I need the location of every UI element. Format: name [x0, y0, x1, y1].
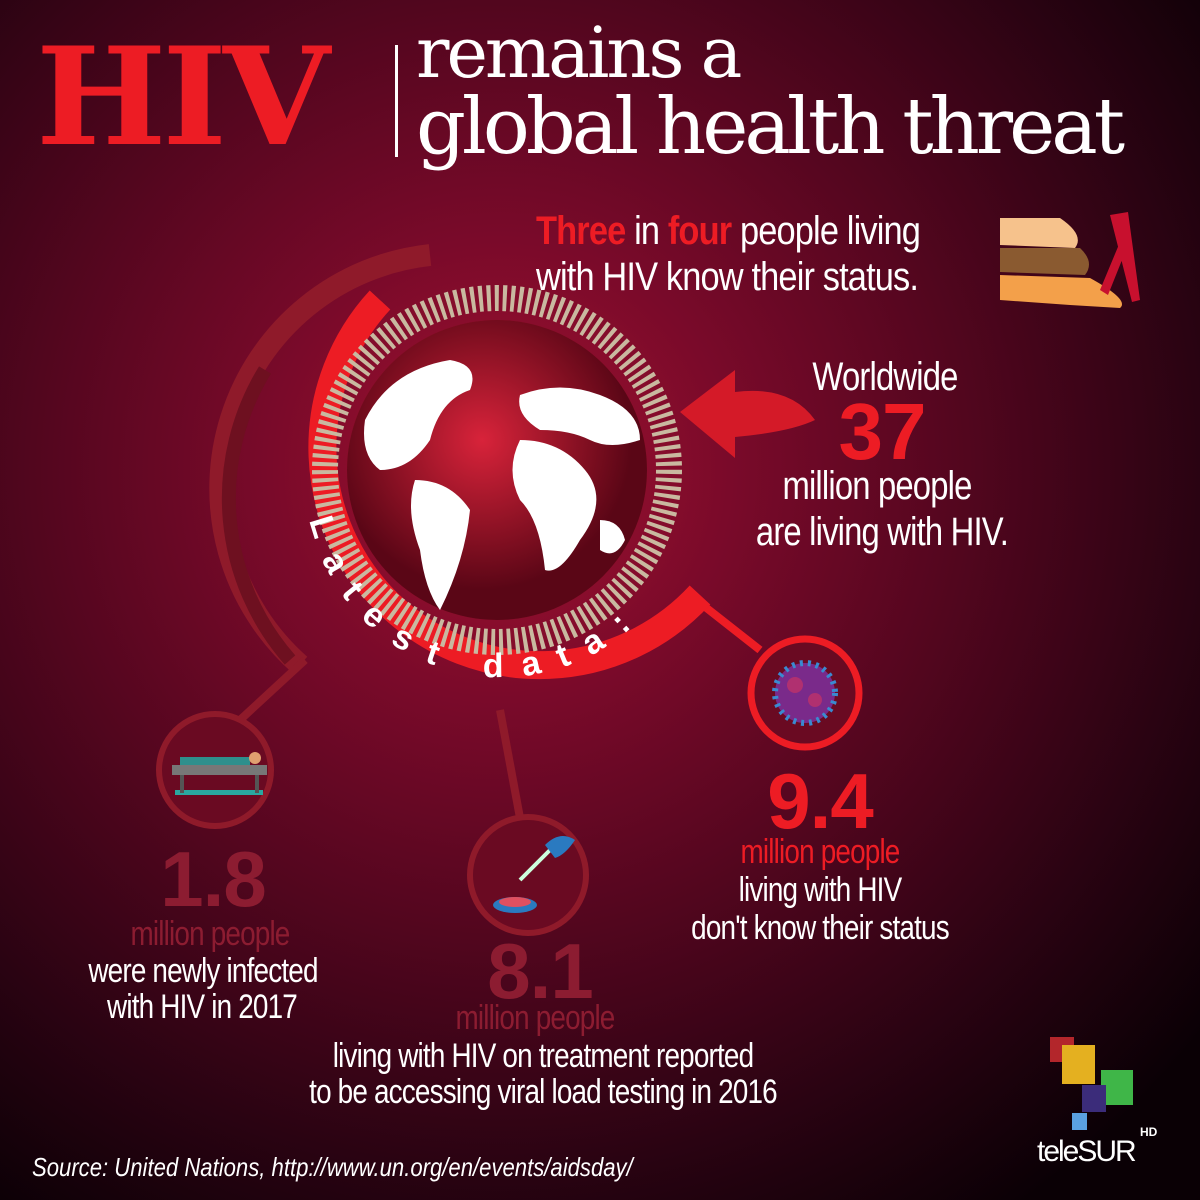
title-line-2: global health threat [416, 82, 1125, 172]
telesur-logo-text: teleSUR [1037, 1135, 1137, 1168]
viral-load-line-2: to be accessing viral load testing in 20… [309, 1073, 778, 1111]
red-ring [308, 290, 711, 680]
hospital-bed-icon [172, 752, 267, 795]
viral-load-unit: million people [455, 999, 615, 1037]
unaware-unit: million people [740, 833, 900, 871]
new-infections-line-1: were newly infected [88, 952, 318, 990]
unaware-number: 9.4 [767, 757, 873, 845]
arrow-icon [680, 370, 815, 458]
outer-arc-2 [221, 366, 296, 665]
unaware-line-1: living with HIV [738, 871, 903, 909]
status-three: Three [536, 209, 626, 253]
people-ring [312, 285, 682, 655]
new-infections-unit: million people [130, 915, 290, 953]
status-in: in [625, 209, 668, 253]
title-line-1: remains a [416, 12, 742, 94]
title-hiv: HIV [36, 16, 330, 177]
ring-label: Latest data: [301, 511, 652, 685]
lab-test-icon [493, 836, 575, 913]
status-rest: people living [731, 209, 921, 253]
worldwide-unit: million people [782, 464, 972, 508]
continents-icon [364, 360, 640, 610]
virus-icon [772, 660, 838, 726]
worldwide-label: Worldwide [812, 355, 958, 399]
worldwide-number: 37 [838, 387, 927, 476]
telesur-logo-icon [1050, 1037, 1133, 1130]
status-four: four [667, 209, 732, 253]
logo-hd-badge: HD [1140, 1125, 1158, 1139]
viral-load-line-1: living with HIV on treatment reported [332, 1037, 754, 1075]
hands-ribbon-icon [1000, 212, 1140, 308]
connector-line [496, 709, 524, 819]
new-infections-number: 1.8 [160, 835, 266, 923]
worldwide-text: are living with HIV. [755, 510, 1009, 554]
new-infections-line-2: with HIV in 2017 [107, 988, 298, 1026]
source-note: Source: United Nations, http://www.un.or… [32, 1152, 633, 1182]
connector-line [237, 657, 308, 723]
status-fact: Three in four people living with HIV kno… [536, 208, 921, 300]
viral-load-number: 8.1 [487, 927, 593, 1015]
title-divider [395, 45, 398, 157]
unaware-line-2: don't know their status [691, 909, 949, 947]
status-line-2: with HIV know their status. [536, 255, 919, 299]
